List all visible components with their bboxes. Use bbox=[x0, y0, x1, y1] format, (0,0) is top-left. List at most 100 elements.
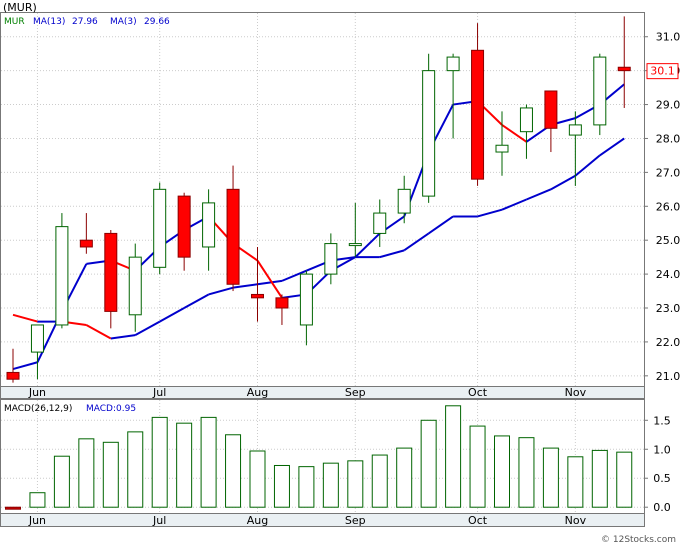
candle bbox=[226, 165, 240, 292]
candle-body bbox=[251, 293, 264, 299]
candle-body bbox=[593, 56, 607, 126]
price-x-tick-label: Oct bbox=[468, 386, 488, 399]
candle bbox=[104, 230, 118, 329]
candle bbox=[55, 213, 69, 329]
legend-ma13-label: MA(13) bbox=[33, 17, 65, 27]
candle-body bbox=[128, 256, 142, 316]
macd-x-tick-label: Nov bbox=[565, 514, 587, 527]
macd-x-tick-label: Jul bbox=[152, 514, 166, 527]
macd-bar bbox=[445, 405, 462, 508]
candle-body bbox=[495, 144, 509, 153]
macd-bar bbox=[249, 450, 266, 508]
ma-segment-ma3 bbox=[477, 208, 503, 218]
macd-x-tick-label: Aug bbox=[247, 514, 268, 527]
candle bbox=[30, 324, 44, 380]
macd-bar bbox=[102, 441, 119, 508]
candle-body bbox=[373, 212, 387, 234]
price-y-tick-label: 31.0 bbox=[656, 31, 680, 44]
price-y-tick-label: 21.0 bbox=[656, 370, 680, 383]
candle-body bbox=[446, 56, 460, 72]
candle bbox=[495, 111, 509, 176]
candle-body bbox=[104, 232, 118, 312]
candle bbox=[275, 294, 289, 325]
macd-bar bbox=[542, 447, 559, 508]
ma-segment-ma13 bbox=[12, 361, 38, 371]
legend-ma13-value: 27.96 bbox=[72, 17, 98, 27]
macd-bars bbox=[5, 405, 633, 510]
macd-bar bbox=[29, 492, 46, 508]
price-x-tick-label: Jun bbox=[28, 386, 46, 399]
candle bbox=[471, 23, 485, 186]
price-x-tick-label: Sep bbox=[345, 386, 366, 399]
macd-bar bbox=[200, 416, 217, 508]
candle bbox=[299, 270, 313, 346]
ma-segment-ma3 bbox=[12, 313, 38, 323]
candle bbox=[568, 111, 582, 186]
macd-date-strip bbox=[0, 513, 645, 527]
legend-ma3-value: 29.66 bbox=[144, 17, 170, 27]
candle bbox=[202, 189, 216, 271]
macd-bar bbox=[298, 466, 315, 508]
macd-bar bbox=[616, 451, 633, 508]
candle bbox=[251, 246, 264, 322]
candle-body bbox=[519, 107, 533, 133]
legend-symbol: MUR bbox=[4, 17, 25, 27]
candle bbox=[348, 202, 362, 258]
candle-body bbox=[471, 49, 485, 180]
macd-bar bbox=[273, 464, 290, 508]
macd-x-tick-label: Oct bbox=[468, 514, 488, 527]
ma-segment-ma3 bbox=[183, 293, 210, 309]
macd-bar bbox=[420, 419, 437, 508]
legend-macd-label: MACD(26,12,9) bbox=[4, 404, 72, 414]
ma-segment-ma3 bbox=[403, 232, 430, 252]
price-y-tick-label: 24.0 bbox=[656, 268, 680, 281]
candle-body bbox=[226, 188, 240, 285]
ma-segment-ma3 bbox=[159, 307, 185, 323]
candle bbox=[397, 175, 411, 224]
candle-body bbox=[275, 297, 289, 309]
candle-body bbox=[544, 90, 558, 129]
ma-segment-ma13 bbox=[501, 124, 528, 143]
ma-segment-ma3 bbox=[134, 320, 161, 337]
candle-body bbox=[422, 70, 436, 197]
candle-body bbox=[348, 243, 362, 247]
macd-x-axis: Jun Jul Aug Sep Oct Nov bbox=[28, 514, 587, 527]
ma-segment-ma3 bbox=[379, 249, 405, 259]
ma-segment-ma3 bbox=[281, 269, 307, 282]
candle bbox=[544, 90, 558, 153]
macd-x-tick-label: Sep bbox=[345, 514, 366, 527]
macd-bar bbox=[494, 435, 510, 508]
macd-bar bbox=[371, 454, 388, 508]
macd-bar bbox=[225, 434, 242, 508]
price-y-tick-label: 26.0 bbox=[656, 200, 680, 213]
price-y-tick-label: 22.0 bbox=[656, 336, 680, 349]
ticker-title: (MUR) bbox=[3, 1, 37, 14]
macd-y-tick-label: 0.5 bbox=[653, 472, 671, 485]
macd-bar bbox=[78, 438, 95, 508]
macd-bar bbox=[396, 447, 413, 508]
price-y-tick-label: 28.0 bbox=[656, 132, 680, 145]
candle bbox=[6, 348, 20, 383]
ma-segment-ma3 bbox=[599, 137, 625, 157]
candle-body bbox=[299, 273, 313, 326]
ma-segment-ma13 bbox=[354, 232, 381, 258]
candle-body bbox=[397, 188, 411, 214]
last-price-label: 30.1 bbox=[650, 65, 675, 78]
price-panel bbox=[0, 12, 645, 387]
candle bbox=[422, 53, 436, 203]
macd-y-axis: 0.0 0.5 1.0 1.5 bbox=[644, 414, 671, 514]
macd-bar bbox=[5, 506, 21, 510]
macd-bar bbox=[469, 425, 486, 508]
candle-body bbox=[568, 124, 582, 136]
candle bbox=[519, 104, 533, 159]
candlesticks bbox=[6, 16, 631, 383]
price-gridlines bbox=[1, 13, 644, 386]
watermark: © 12Stocks.com bbox=[601, 535, 676, 545]
ma-segment-ma3 bbox=[574, 154, 601, 177]
last-price-tag: 30.1 bbox=[646, 63, 679, 80]
legend-ma3-label: MA(3) bbox=[110, 17, 137, 27]
price-x-tick-label: Jul bbox=[152, 386, 166, 399]
candle bbox=[593, 53, 607, 136]
candle-body bbox=[202, 202, 216, 248]
